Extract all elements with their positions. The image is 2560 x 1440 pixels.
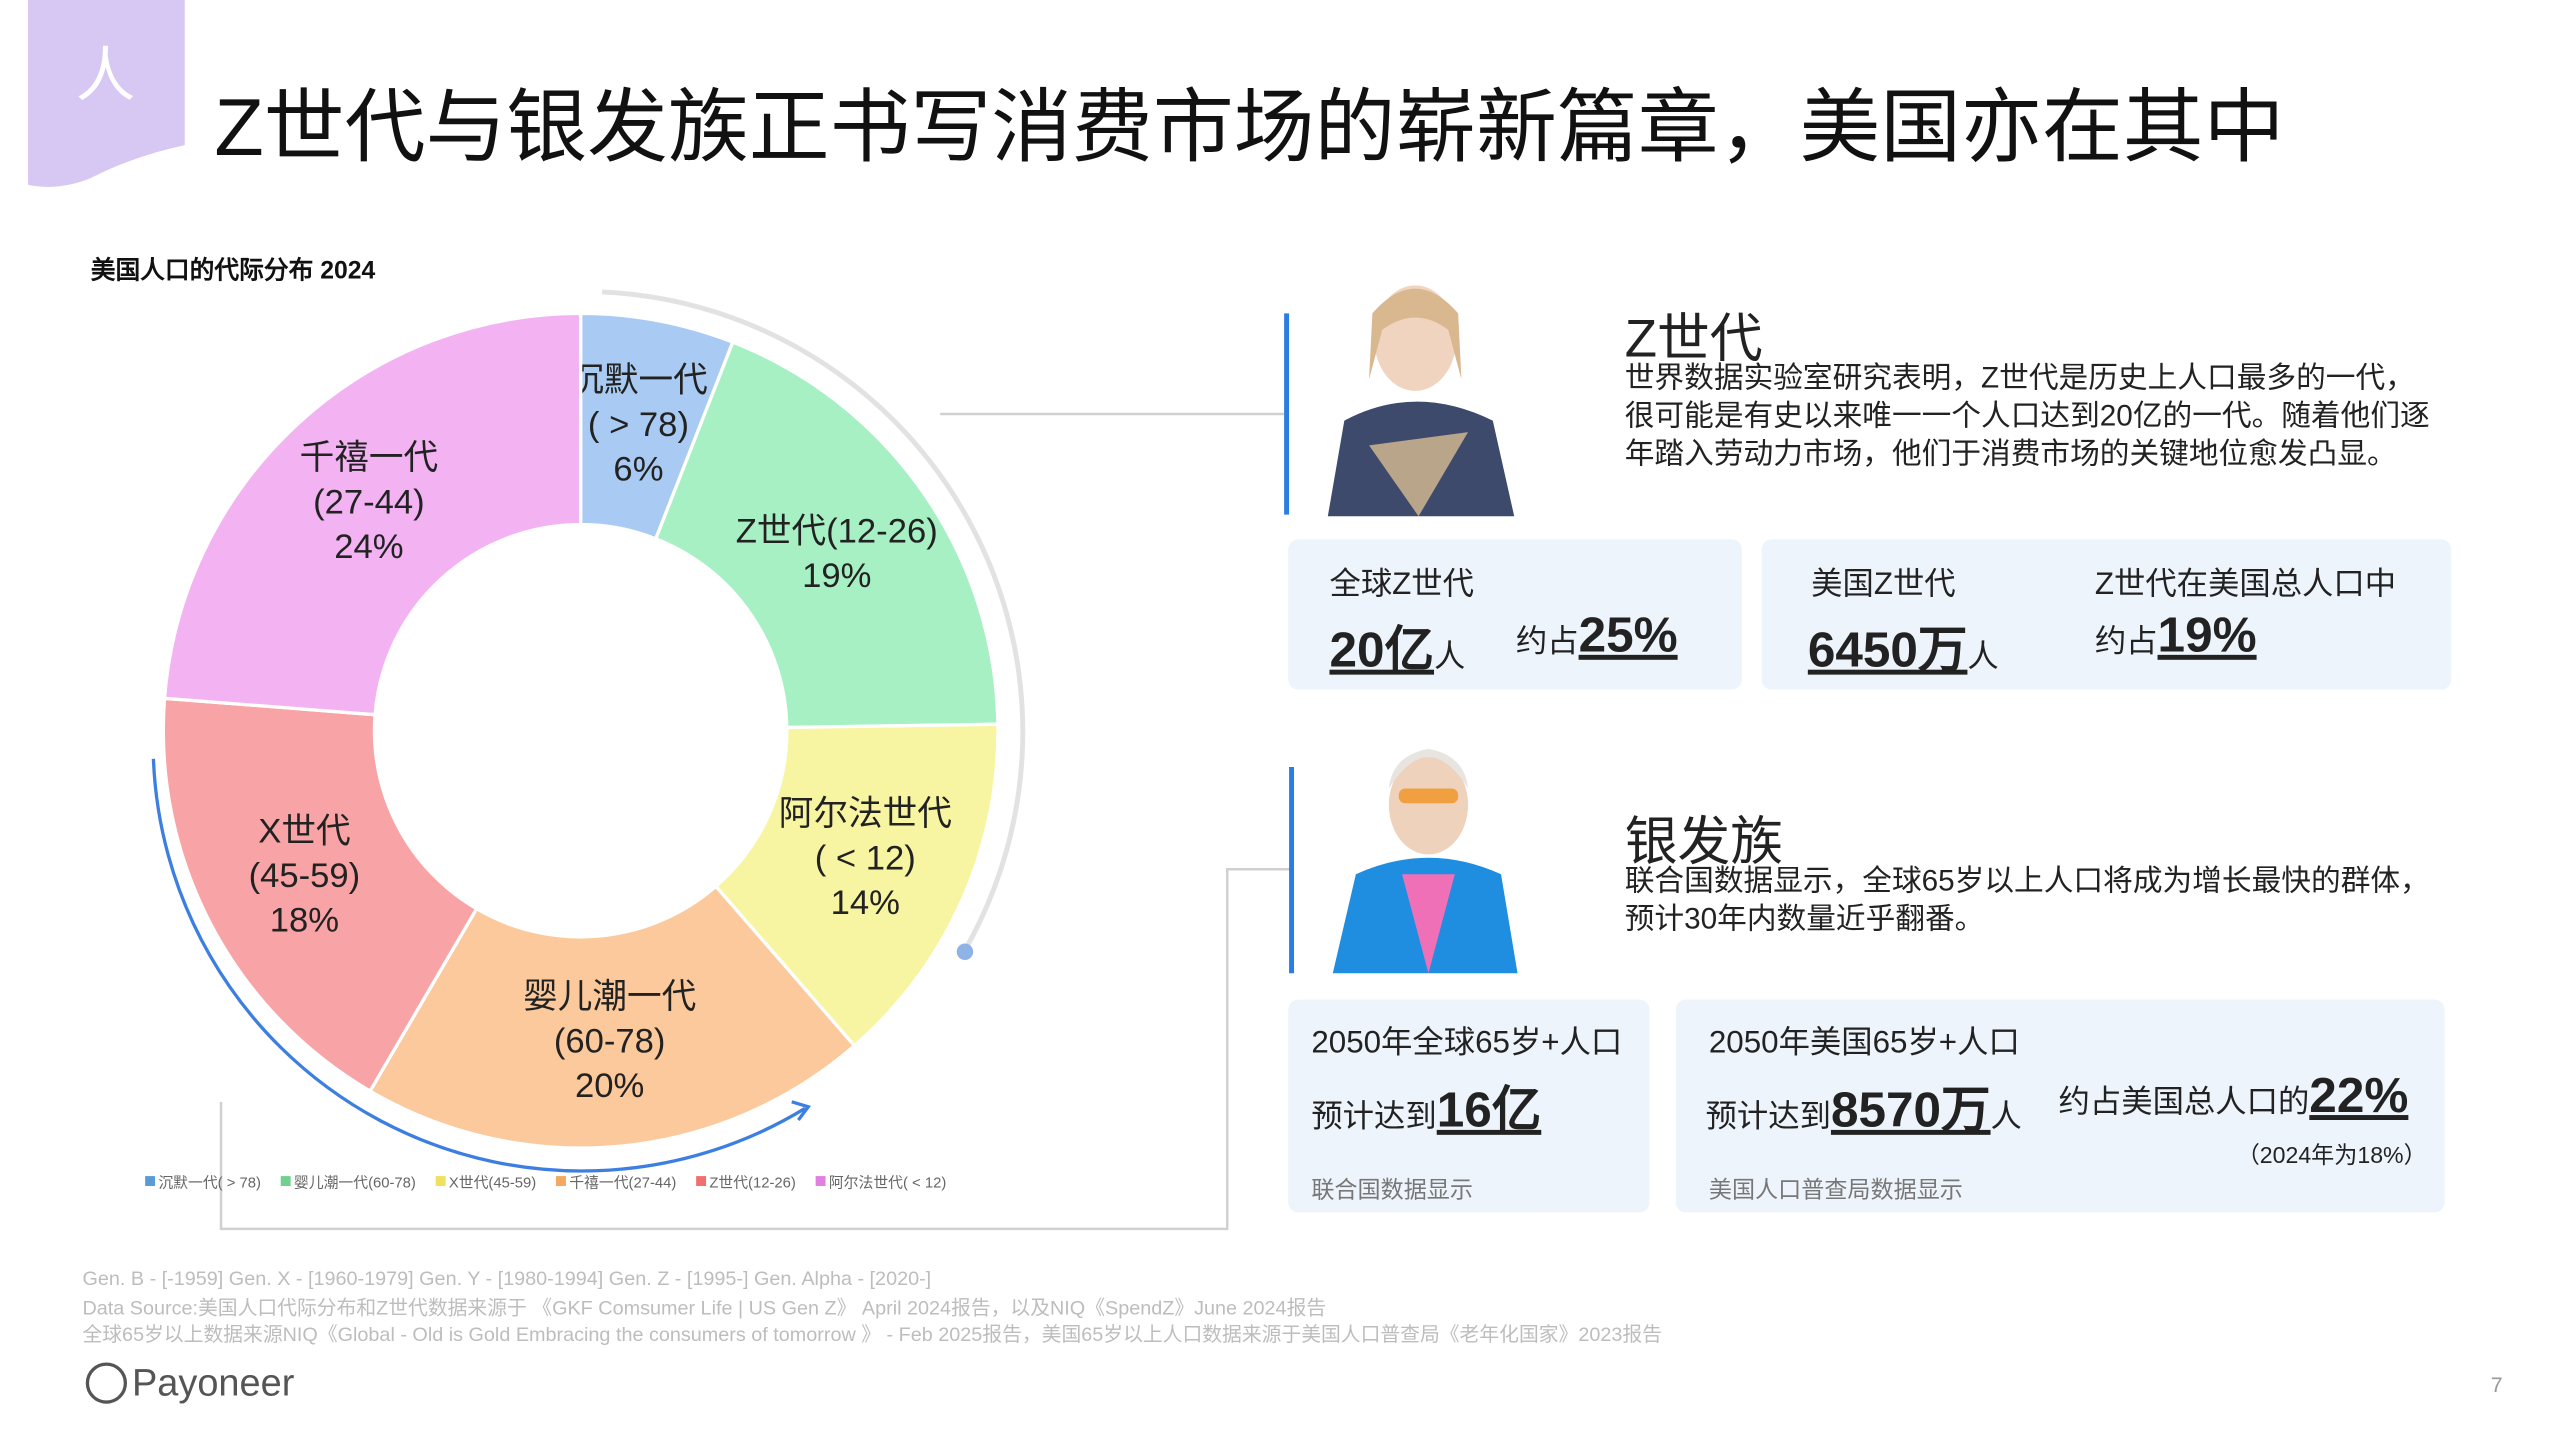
legend-label: 婴儿潮一代(60-78) xyxy=(294,1175,416,1192)
donut-slice xyxy=(367,884,857,1150)
stat-card: 2050年美国65岁+人口 预计达到8570万人 约占美国总人口的22% （20… xyxy=(1675,999,2445,1213)
slice-label: 沉默一代 xyxy=(569,361,708,399)
slice-label: Z世代(12-26) xyxy=(736,512,938,550)
slice-label: ( < 12) xyxy=(815,839,916,877)
card-unit: 人 xyxy=(1967,640,1999,675)
photo-silver xyxy=(1332,748,1518,974)
slice-label: (27-44) xyxy=(313,483,425,521)
card-label: 2050年全球65岁+人口 xyxy=(1311,1025,1623,1061)
legend-label: 千禧一代(27-44) xyxy=(569,1175,676,1192)
footnote: Data Source:美国人口代际分布和Z世代数据来源于 《GKF Comsu… xyxy=(82,1296,1327,1320)
data-label: 18% xyxy=(270,901,339,939)
card-value-row: 6450万人 xyxy=(1808,609,1999,682)
card-value: 8570万 xyxy=(1830,1083,1991,1139)
connector xyxy=(219,412,1292,1231)
card-prefix: 预计达到 xyxy=(1705,1100,1831,1135)
card-label: 全球Z世代 xyxy=(1329,567,1474,603)
legend-swatch xyxy=(556,1176,566,1186)
data-label: 14% xyxy=(831,884,900,922)
card-value: 16亿 xyxy=(1436,1083,1542,1139)
card-unit: 人 xyxy=(1990,1100,2022,1135)
share-prefix: 约占美国总人口的 xyxy=(2058,1085,2310,1121)
card-source: 美国人口普查局数据显示 xyxy=(1708,1176,1963,1203)
slice-label: ( > 78) xyxy=(588,406,689,444)
slice-label: (60-78) xyxy=(554,1023,666,1061)
card-share-row: 约占19% xyxy=(2095,609,2257,665)
legend-label: X世代(45-59) xyxy=(449,1175,536,1192)
card-prefix: 预计达到 xyxy=(1311,1100,1437,1135)
data-label: 20% xyxy=(575,1067,644,1105)
donut-slice xyxy=(653,339,1000,730)
share-value: 19% xyxy=(2157,608,2257,664)
card-note: （2024年为18%） xyxy=(2236,1141,2427,1168)
slice-label: X世代 xyxy=(258,812,350,850)
share-prefix: 约占 xyxy=(2094,625,2158,660)
slice-label: 阿尔法世代 xyxy=(779,795,952,833)
footnote: Gen. B - [-1959] Gen. X - [1960-1979] Ge… xyxy=(82,1266,932,1290)
card-value: 6450万 xyxy=(1807,623,1968,678)
page-title: Z世代与银发族正书写消费市场的崭新篇章，美国亦在其中 xyxy=(214,84,2285,174)
section-title: 银发族 xyxy=(1624,811,1784,871)
slice-label: 千禧一代 xyxy=(300,439,439,477)
legend-label: 沉默一代( > 78) xyxy=(158,1175,261,1192)
slice-label: 婴儿潮一代 xyxy=(523,978,696,1016)
section-text: 联合国数据显示，全球65岁以上人口将成为增长最快的群体，预计30年内数量近乎翻番… xyxy=(1624,864,2430,936)
legend-swatch xyxy=(696,1176,707,1186)
page-number: 7 xyxy=(2490,1372,2503,1398)
card-source: 联合国数据显示 xyxy=(1311,1176,1473,1203)
header-icon: 人 xyxy=(76,42,135,109)
card-unit: 人 xyxy=(1434,640,1466,675)
logo-text: Payoneer xyxy=(131,1360,295,1404)
stat-card: 2050年全球65岁+人口 预计达到16亿 联合国数据显示 xyxy=(1288,999,1650,1213)
share-prefix: 约占 xyxy=(1515,625,1579,660)
legend-swatch xyxy=(435,1176,446,1186)
legend-label: 阿尔法世代( < 12) xyxy=(829,1175,946,1192)
card-share-row: 约占美国总人口的22% xyxy=(2059,1069,2409,1125)
stat-card: 全球Z世代 20亿人 约占25% xyxy=(1288,539,1742,690)
ring-dot xyxy=(956,943,974,961)
section-text: 世界数据实验室研究表明，Z世代是历史上人口最多的一代，很可能是有史以来唯一一个人… xyxy=(1624,361,2430,471)
card-value: 20亿 xyxy=(1329,623,1435,678)
slice-label: (45-59) xyxy=(249,857,361,895)
card-value-row: 预计达到16亿 xyxy=(1311,1069,1541,1142)
logo-mark xyxy=(85,1362,128,1404)
chart-title: 美国人口的代际分布 2024 xyxy=(91,256,376,285)
section-title: Z世代 xyxy=(1624,308,1763,368)
data-label: 24% xyxy=(334,528,403,566)
stat-card: 美国Z世代 6450万人 Z世代在美国总人口中 约占19% xyxy=(1761,539,2452,690)
footnote: 全球65岁以上数据来源NIQ《Global - Old is Gold Embr… xyxy=(82,1322,1662,1346)
share-value: 25% xyxy=(1578,608,1678,664)
data-label: 6% xyxy=(613,450,663,488)
logo: Payoneer xyxy=(85,1360,295,1406)
data-label: 19% xyxy=(802,557,871,595)
legend-swatch xyxy=(815,1176,826,1186)
card-label: 美国Z世代 xyxy=(1811,567,1956,603)
ring-arc xyxy=(151,758,806,1173)
card-share-label: Z世代在美国总人口中 xyxy=(2094,567,2397,603)
arrow-head xyxy=(791,1100,811,1121)
donut-slice xyxy=(161,696,479,1094)
legend-label: Z世代(12-26) xyxy=(709,1175,796,1192)
header-icon-bg xyxy=(28,0,185,187)
legend-swatch xyxy=(145,1176,156,1186)
ring-arc xyxy=(601,289,1026,952)
share-value: 22% xyxy=(2309,1068,2409,1124)
card-value-row: 预计达到8570万人 xyxy=(1706,1069,2022,1142)
card-label: 2050年美国65岁+人口 xyxy=(1708,1025,2020,1061)
donut-slice xyxy=(162,311,583,717)
photo-genz xyxy=(1327,277,1518,517)
card-value-row: 20亿人 xyxy=(1329,609,1465,682)
card-share-row: 约占25% xyxy=(1516,609,1678,665)
legend-swatch xyxy=(280,1176,291,1186)
